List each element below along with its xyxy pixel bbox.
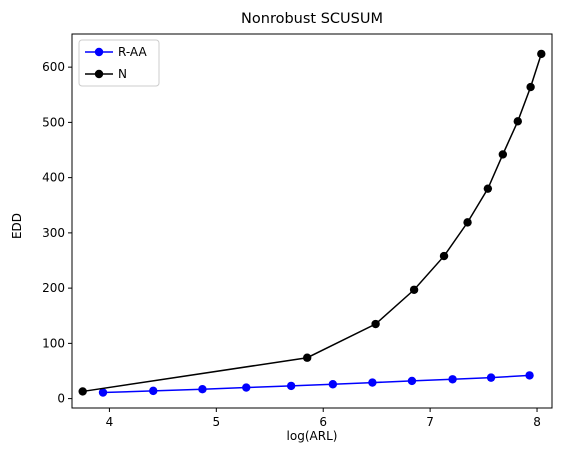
data-point-r-aa bbox=[286, 381, 296, 391]
data-point-n bbox=[463, 218, 472, 227]
data-point-r-aa bbox=[525, 371, 534, 380]
data-point-n bbox=[483, 184, 493, 193]
axes-frame bbox=[71, 33, 553, 409]
data-point-r-aa bbox=[242, 383, 251, 392]
y-axis: 0 100 200 300 400 500 600 bbox=[42, 60, 72, 406]
data-point-n bbox=[302, 353, 312, 362]
data-point-n bbox=[439, 251, 449, 261]
chart-title: Nonrobust SCUSUM bbox=[241, 11, 383, 27]
data-point-n bbox=[409, 285, 419, 294]
data-point-r-aa bbox=[486, 373, 496, 382]
legend-marker-r-aa bbox=[94, 47, 104, 57]
data-point-r-aa bbox=[407, 376, 417, 386]
x-tick-label: 6 bbox=[319, 415, 327, 429]
data-point-r-aa bbox=[368, 378, 377, 387]
y-tick-label: 600 bbox=[42, 60, 65, 74]
data-point-n bbox=[498, 150, 508, 159]
data-point-n bbox=[513, 117, 522, 126]
x-tick-label: 5 bbox=[213, 415, 221, 429]
legend-marker-n bbox=[94, 69, 104, 79]
data-point-n bbox=[371, 319, 380, 329]
data-point-r-aa bbox=[198, 385, 207, 394]
data-point-n bbox=[526, 82, 535, 92]
x-tick-label: 8 bbox=[533, 415, 541, 429]
data-point-r-aa bbox=[328, 380, 338, 389]
data-point-r-aa bbox=[98, 388, 108, 397]
y-tick-label: 200 bbox=[42, 281, 65, 295]
y-tick-label: 400 bbox=[42, 171, 65, 185]
y-tick-label: 300 bbox=[42, 226, 65, 240]
legend: R-AA N bbox=[78, 39, 160, 87]
data-point-n bbox=[78, 387, 87, 396]
y-axis-label: EDD bbox=[10, 213, 24, 239]
y-tick-label: 500 bbox=[42, 115, 65, 129]
data-point-n bbox=[537, 49, 546, 59]
x-axis: 4 5 6 7 8 bbox=[106, 408, 541, 429]
x-tick-label: 4 bbox=[106, 415, 114, 429]
y-tick-label: 0 bbox=[57, 392, 65, 406]
legend-label-r-aa: R-AA bbox=[118, 45, 147, 59]
y-tick-label: 100 bbox=[42, 336, 65, 350]
data-point-r-aa bbox=[448, 375, 457, 384]
legend-label-n: N bbox=[118, 67, 127, 81]
x-tick-label: 7 bbox=[426, 415, 434, 429]
data-point-r-aa bbox=[149, 386, 158, 396]
x-axis-label: log(ARL) bbox=[287, 429, 338, 443]
plot-area bbox=[78, 49, 546, 397]
